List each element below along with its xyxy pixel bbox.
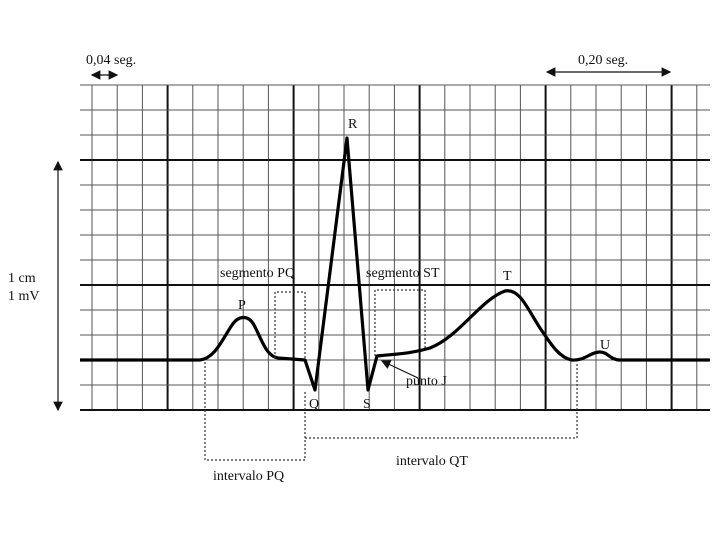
wave-r: R — [348, 117, 358, 132]
wave-s: S — [363, 397, 371, 412]
wave-p: P — [238, 298, 246, 313]
grid — [80, 84, 710, 411]
wave-q: Q — [309, 397, 319, 412]
qt-interval-label: intervalo QT — [396, 454, 468, 469]
scale-cm: 1 cm — [8, 271, 36, 286]
ecg-trace — [80, 136, 710, 392]
j-point-label: punto J — [406, 374, 447, 389]
j-point-arrow — [380, 360, 419, 379]
large-division-label: 0,20 seg. — [578, 53, 628, 68]
small-division-label: 0,04 seg. — [86, 53, 136, 68]
st-segment-box — [374, 289, 426, 356]
pq-interval-label: intervalo PQ — [213, 469, 284, 484]
wave-t: T — [503, 269, 512, 284]
pq-interval-bracket — [204, 362, 306, 461]
pq-segment-label: segmento PQ — [220, 266, 295, 281]
st-segment-label: segmento ST — [366, 266, 440, 281]
qt-interval-bracket — [305, 362, 578, 439]
pq-segment-box — [274, 291, 306, 360]
wave-u: U — [600, 338, 610, 353]
scale-mv: 1 mV — [8, 289, 40, 304]
